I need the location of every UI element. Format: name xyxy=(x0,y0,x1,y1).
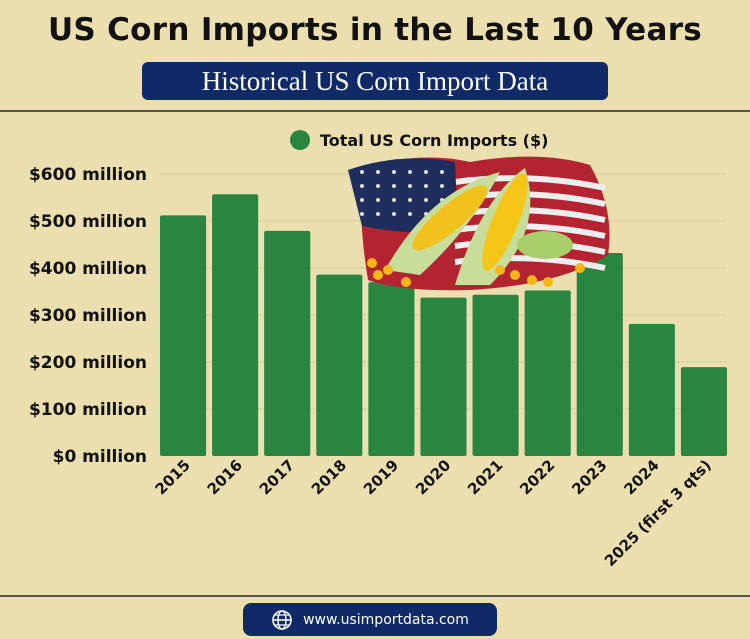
bar-2017 xyxy=(264,230,311,456)
y-tick-label: $200 million xyxy=(29,353,147,373)
divider xyxy=(0,595,750,597)
legend-swatch xyxy=(290,130,310,150)
y-tick-label: $400 million xyxy=(29,259,147,279)
bar-2025 (first 3 qts) xyxy=(680,367,727,456)
globe-icon xyxy=(272,609,292,630)
corn-flag-image xyxy=(348,156,610,291)
y-tick-label: $100 million xyxy=(29,400,147,420)
x-tick-label: 2017 xyxy=(256,456,298,498)
bar-2022 xyxy=(524,290,571,456)
x-tick-label: 2022 xyxy=(516,456,558,498)
page-subtitle: Historical US Corn Import Data xyxy=(142,62,608,100)
legend-label: Total US Corn Imports ($) xyxy=(320,130,549,150)
x-tick-label: 2018 xyxy=(308,456,350,498)
website-badge[interactable]: www.usimportdata.com xyxy=(243,603,497,636)
legend: Total US Corn Imports ($) xyxy=(290,130,548,150)
x-tick-label: 2020 xyxy=(412,456,454,498)
x-tick-label: 2021 xyxy=(464,456,506,498)
y-tick-label: $600 million xyxy=(29,165,147,185)
y-tick-label: $500 million xyxy=(29,212,147,232)
bar-2018 xyxy=(316,274,363,456)
x-tick-label: 2015 xyxy=(152,456,194,498)
x-tick-label: 2016 xyxy=(204,456,246,498)
y-tick-label: $300 million xyxy=(29,306,147,326)
divider xyxy=(0,110,750,112)
bar-2016 xyxy=(212,194,259,456)
bar-2020 xyxy=(420,297,467,456)
page-title: US Corn Imports in the Last 10 Years xyxy=(47,12,703,48)
bar-2015 xyxy=(160,215,207,456)
bar-chart: $0 million $100 million $200 million $300 m… xyxy=(29,156,727,570)
website-url[interactable]: www.usimportdata.com xyxy=(303,611,469,628)
bar-2024 xyxy=(628,323,675,456)
x-tick-label: 2019 xyxy=(360,456,402,498)
x-tick-label: 2023 xyxy=(568,456,610,498)
bar-2021 xyxy=(472,294,519,456)
y-tick-label: $0 million xyxy=(53,447,147,467)
bar-2019 xyxy=(368,282,415,456)
x-tick-label: 2024 xyxy=(620,456,662,498)
bar-2023 xyxy=(576,252,623,456)
